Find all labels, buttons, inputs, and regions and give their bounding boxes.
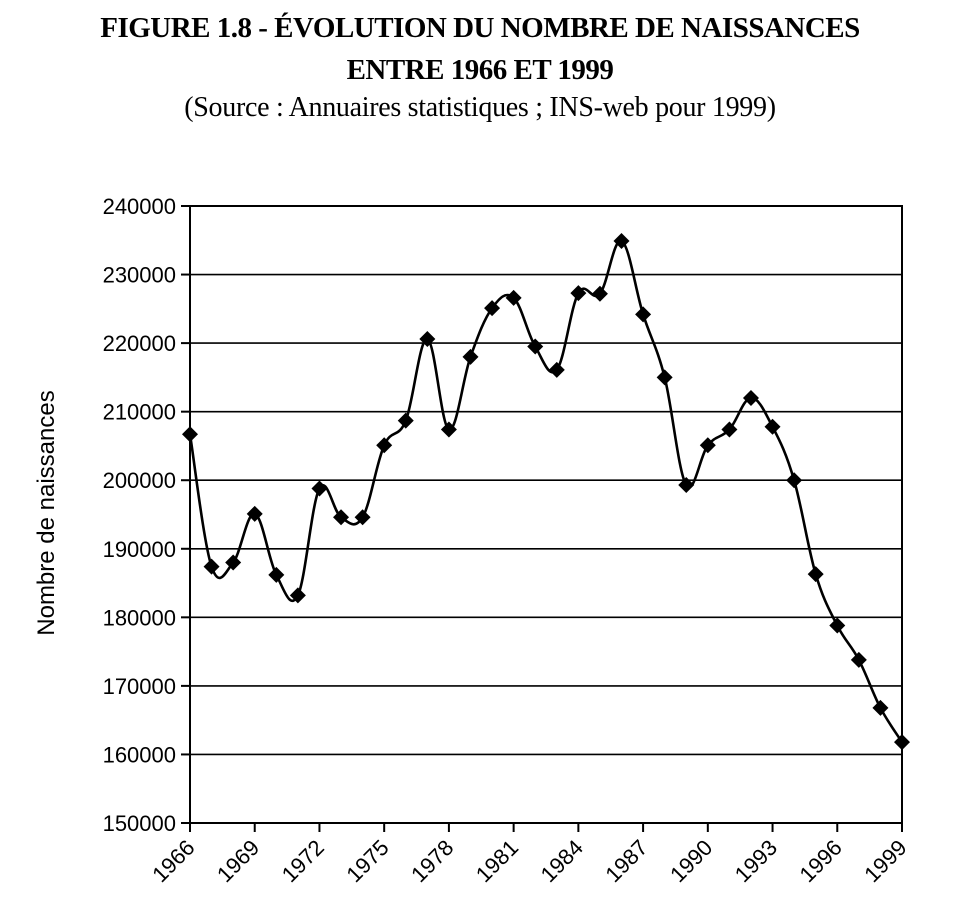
y-tick-label-0: 150000: [103, 811, 176, 836]
x-tick-label-4: 1978: [406, 835, 458, 887]
y-tick-label-3: 180000: [103, 605, 176, 630]
data-point-1983: [548, 361, 565, 378]
data-point-1992: [742, 389, 759, 406]
data-point-1989: [678, 477, 695, 494]
data-point-1985: [591, 285, 608, 302]
y-tick-label-5: 200000: [103, 468, 176, 493]
data-point-1988: [656, 369, 673, 386]
plot-frame: [189, 205, 903, 824]
x-tick-label-11: 1999: [859, 835, 911, 887]
data-point-1986: [613, 232, 630, 249]
y-axis-ticks: 150000 160000 170000 180000 190000 200000 2100…: [103, 194, 190, 836]
x-tick-label-2: 1972: [277, 835, 329, 887]
data-point-1995: [807, 566, 824, 583]
data-point-1981: [505, 289, 522, 306]
data-point-1999: [894, 734, 910, 751]
data-point-1990: [699, 437, 716, 454]
data-point-1968: [225, 554, 242, 571]
x-tick-label-1: 1969: [212, 835, 264, 887]
data-point-1997: [850, 651, 867, 668]
data-point-1984: [570, 285, 587, 302]
x-tick-label-8: 1990: [665, 835, 717, 887]
y-tick-label-6: 210000: [103, 400, 176, 425]
series-line: [188, 239, 904, 743]
data-point-1967: [203, 558, 220, 575]
y-tick-label-2: 170000: [103, 674, 176, 699]
y-tick-label-4: 190000: [103, 537, 176, 562]
x-tick-label-3: 1975: [341, 835, 393, 887]
y-axis-label: Nombre de naissances: [33, 390, 60, 635]
x-tick-label-9: 1993: [730, 835, 782, 887]
x-tick-label-5: 1981: [471, 835, 523, 887]
data-point-1987: [635, 306, 652, 323]
data-point-1973: [333, 509, 350, 526]
y-tick-label-1: 160000: [103, 742, 176, 767]
chart-title-line2: ENTRE 1966 ET 1999: [346, 54, 614, 86]
data-point-1972: [311, 480, 328, 497]
data-point-1971: [289, 587, 306, 604]
x-tick-label-10: 1996: [795, 835, 847, 887]
y-tick-label-7: 220000: [103, 331, 176, 356]
data-point-1979: [462, 348, 479, 365]
data-point-1975: [376, 437, 393, 454]
chart-source-note: (Source : Annuaires statistiques ; INS-w…: [184, 92, 776, 123]
data-point-1977: [419, 330, 436, 347]
y-tick-label-9: 240000: [103, 194, 176, 219]
x-tick-label-6: 1984: [536, 835, 588, 887]
data-point-1991: [721, 421, 738, 438]
data-point-1969: [246, 505, 263, 522]
data-point-1994: [786, 472, 803, 489]
data-point-1966: [182, 426, 198, 443]
chart-title-line1: FIGURE 1.8 - ÉVOLUTION DU NOMBRE DE NAIS…: [100, 12, 860, 44]
data-point-1998: [872, 699, 889, 716]
data-point-1976: [397, 412, 414, 429]
data-point-1980: [484, 300, 501, 317]
x-axis-ticks: 1966 1969 1972 1975 1978 1981 1984 1987 1990 1993…: [147, 823, 912, 887]
x-tick-label-7: 1987: [600, 835, 652, 887]
data-point-1982: [527, 338, 544, 355]
data-point-1974: [354, 509, 371, 526]
data-markers: [182, 232, 910, 751]
data-point-1993: [764, 418, 781, 435]
data-point-1996: [829, 617, 846, 634]
y-tick-label-8: 230000: [103, 263, 176, 288]
data-point-1978: [440, 421, 457, 438]
gridlines: [190, 205, 902, 824]
data-point-1970: [268, 566, 285, 583]
x-tick-label-0: 1966: [147, 835, 199, 887]
